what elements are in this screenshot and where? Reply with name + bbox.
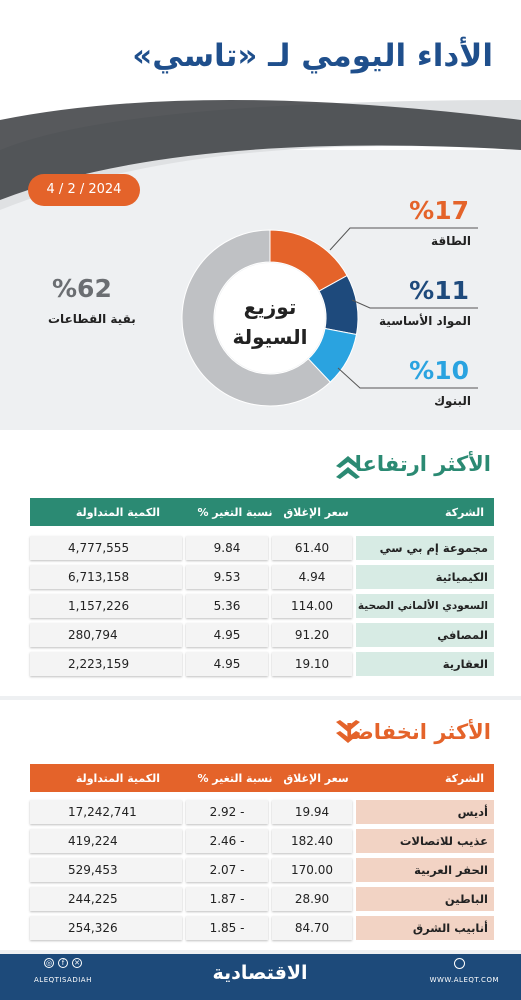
change-percent: 1.87 -: [186, 887, 268, 911]
close-price: 4.94: [272, 565, 352, 589]
losers-table-body: أديس 19.94 2.92 - 17,242,741 عذيب للاتصا…: [30, 800, 494, 945]
header-company: الشركة: [444, 505, 484, 519]
x-icon[interactable]: ✕: [72, 958, 82, 968]
company-name: الحفر العربية: [356, 858, 494, 882]
table-row: السعودي الألماني الصحية 114.00 5.36 1,15…: [30, 594, 494, 618]
table-row: أنابيب الشرق 84.70 1.85 - 254,326: [30, 916, 494, 940]
company-name: أديس: [356, 800, 494, 824]
close-price: 61.40: [272, 536, 352, 560]
header-change: نسبة التغير %: [197, 505, 273, 519]
change-percent: 9.84: [186, 536, 268, 560]
leader-line-banks: [337, 367, 478, 389]
company-name: المصافي: [356, 623, 494, 647]
traded-quantity: 244,225: [30, 887, 182, 911]
close-price: 182.40: [272, 829, 352, 853]
traded-quantity: 280,794: [30, 623, 182, 647]
traded-quantity: 1,157,226: [30, 594, 182, 618]
double-chevron-up-icon: [336, 456, 360, 479]
close-price: 114.00: [272, 594, 352, 618]
company-name: الكيميائية: [356, 565, 494, 589]
donut-hole: [215, 263, 325, 373]
header-quantity: الكمية المتداولة: [75, 505, 161, 519]
brand-logo: الاقتصادية: [212, 962, 308, 984]
company-name: مجموعة إم بي سي: [356, 536, 494, 560]
traded-quantity: 17,242,741: [30, 800, 182, 824]
social-handle: ALEQTISADIAH: [34, 976, 92, 984]
losers-section: الأكثر انخفاضا الشركة سعر الإغلاق نسبة ا…: [0, 700, 521, 950]
traded-quantity: 4,777,555: [30, 536, 182, 560]
losers-title: الأكثر انخفاضا: [345, 720, 491, 744]
gainers-table-header: الشركة سعر الإغلاق نسبة التغير % الكمية …: [30, 498, 494, 526]
segment-other-percent: %62: [52, 274, 112, 303]
header-company: الشركة: [444, 771, 484, 785]
close-price: 28.90: [272, 887, 352, 911]
donut-center-label: توزيع السيولة: [220, 292, 320, 352]
close-price: 19.94: [272, 800, 352, 824]
traded-quantity: 2,223,159: [30, 652, 182, 676]
double-chevron-down-icon: [336, 720, 360, 743]
company-name: العقارية: [356, 652, 494, 676]
header-quantity: الكمية المتداولة: [75, 771, 161, 785]
social-icons: ◎ f ✕: [44, 958, 82, 968]
header-close: سعر الإغلاق: [283, 771, 349, 785]
company-name: عذيب للاتصالات: [356, 829, 494, 853]
table-row: مجموعة إم بي سي 61.40 9.84 4,777,555: [30, 536, 494, 560]
facebook-icon[interactable]: f: [58, 958, 68, 968]
segment-materials-percent: %11: [409, 276, 469, 305]
page-title: الأداء اليومي لـ «تاسي»: [132, 38, 493, 74]
company-name: الباطين: [356, 887, 494, 911]
table-row: المصافي 91.20 4.95 280,794: [30, 623, 494, 647]
company-name: أنابيب الشرق: [356, 916, 494, 940]
leader-line-energy: [329, 227, 478, 251]
table-row: عذيب للاتصالات 182.40 2.46 - 419,224: [30, 829, 494, 853]
gainers-section: الأكثر ارتفاعا الشركة سعر الإغلاق نسبة ا…: [0, 430, 521, 696]
segment-energy-label: الطاقة: [431, 234, 471, 248]
change-percent: 1.85 -: [186, 916, 268, 940]
traded-quantity: 529,453: [30, 858, 182, 882]
footer-bar: [0, 954, 521, 1000]
company-name: السعودي الألماني الصحية: [356, 594, 494, 618]
close-price: 84.70: [272, 916, 352, 940]
change-percent: 2.46 -: [186, 829, 268, 853]
segment-banks-percent: %10: [409, 356, 469, 385]
liquidity-donut-chart: [181, 227, 478, 407]
table-row: أديس 19.94 2.92 - 17,242,741: [30, 800, 494, 824]
segment-materials-label: المواد الأساسية: [379, 314, 471, 328]
website-icon: [454, 958, 465, 969]
table-row: العقارية 19.10 4.95 2,223,159: [30, 652, 494, 676]
change-percent: 5.36: [186, 594, 268, 618]
segment-banks-label: البنوك: [434, 394, 471, 408]
segment-other-label: بقية القطاعات: [48, 312, 136, 326]
gainers-table-body: مجموعة إم بي سي 61.40 9.84 4,777,555 الك…: [30, 536, 494, 681]
donut-center-line1: توزيع: [243, 295, 297, 319]
change-percent: 2.07 -: [186, 858, 268, 882]
segment-other-slice: [181, 229, 331, 407]
table-row: الباطين 28.90 1.87 - 244,225: [30, 887, 494, 911]
close-price: 170.00: [272, 858, 352, 882]
change-percent: 4.95: [186, 623, 268, 647]
close-price: 19.10: [272, 652, 352, 676]
table-row: الحفر العربية 170.00 2.07 - 529,453: [30, 858, 494, 882]
traded-quantity: 254,326: [30, 916, 182, 940]
change-percent: 9.53: [186, 565, 268, 589]
leader-line-materials: [351, 299, 478, 309]
website-link[interactable]: WWW.ALEQT.COM: [429, 976, 499, 984]
header-swoosh: [0, 100, 521, 210]
date-badge: 4 / 2 / 2024: [28, 174, 140, 206]
losers-table-header: الشركة سعر الإغلاق نسبة التغير % الكمية …: [30, 764, 494, 792]
change-percent: 4.95: [186, 652, 268, 676]
traded-quantity: 419,224: [30, 829, 182, 853]
close-price: 91.20: [272, 623, 352, 647]
donut-center-line2: السيولة: [232, 325, 308, 349]
gainers-title: الأكثر ارتفاعا: [354, 452, 491, 476]
traded-quantity: 6,713,158: [30, 565, 182, 589]
instagram-icon[interactable]: ◎: [44, 958, 54, 968]
header-close: سعر الإغلاق: [283, 505, 349, 519]
change-percent: 2.92 -: [186, 800, 268, 824]
table-row: الكيميائية 4.94 9.53 6,713,158: [30, 565, 494, 589]
header-change: نسبة التغير %: [197, 771, 273, 785]
segment-energy-percent: %17: [409, 196, 469, 225]
